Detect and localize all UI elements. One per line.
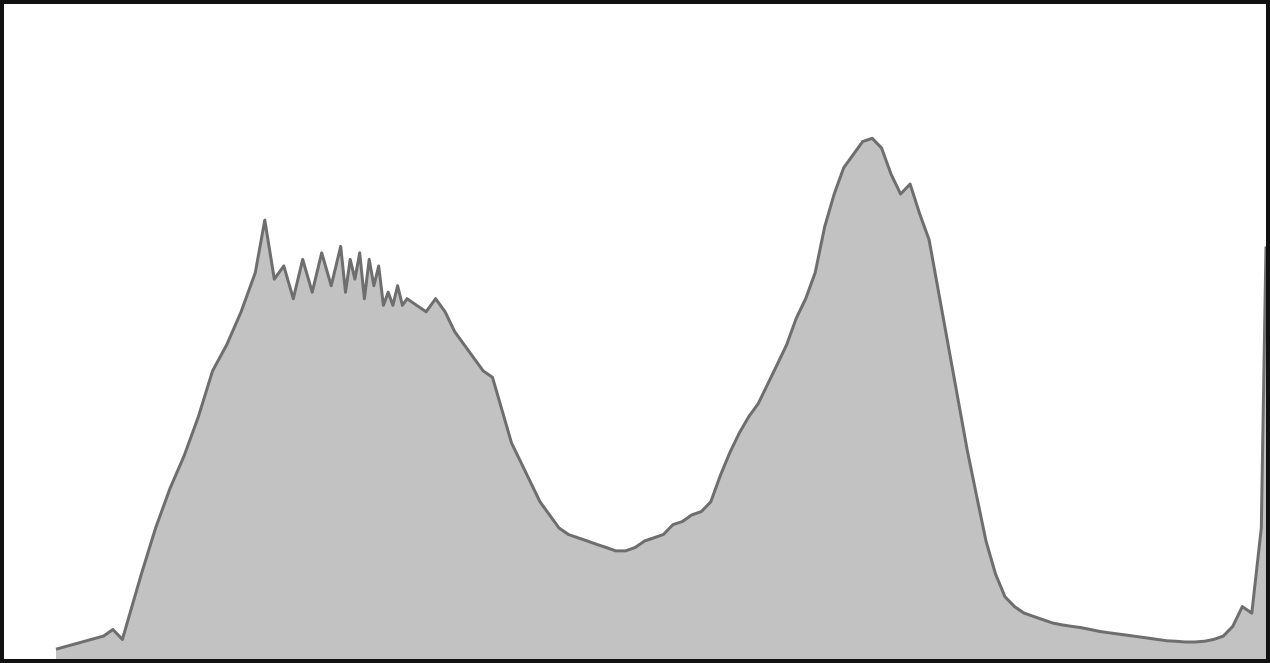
histogram-chart [55,136,1266,659]
histogram-outline [55,136,1266,651]
histogram-area [56,138,1266,659]
